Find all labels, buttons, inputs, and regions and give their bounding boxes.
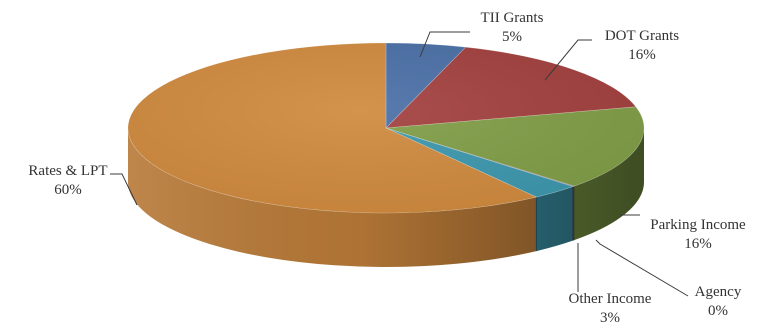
leader-line-rates-lpt bbox=[110, 173, 138, 206]
pie-top-faces bbox=[127, 42, 645, 214]
slice-side-other-income bbox=[536, 186, 574, 252]
leader-line-agency bbox=[595, 239, 689, 297]
value-label-dot-grants: 16% bbox=[628, 47, 656, 63]
category-label-tii-grants: TII Grants bbox=[481, 10, 544, 26]
value-label-parking-income: 16% bbox=[684, 236, 712, 252]
category-label-other-income: Other Income bbox=[569, 291, 652, 307]
category-label-agency: Agency bbox=[695, 284, 742, 300]
leader-line-dot-grants bbox=[544, 39, 592, 81]
value-label-agency: 0% bbox=[708, 303, 728, 319]
category-label-rates-lpt: Rates & LPT bbox=[28, 163, 107, 179]
category-label-parking-income: Parking Income bbox=[650, 217, 746, 233]
category-label-dot-grants: DOT Grants bbox=[605, 28, 679, 44]
value-label-tii-grants: 5% bbox=[502, 29, 522, 45]
value-label-other-income: 3% bbox=[600, 310, 620, 324]
leader-line-tii-grants bbox=[419, 31, 470, 58]
data-labels: TII Grants 5% DOT Grants 16% Parking Income 1… bbox=[28, 10, 746, 324]
value-label-rates-lpt: 60% bbox=[54, 182, 82, 198]
